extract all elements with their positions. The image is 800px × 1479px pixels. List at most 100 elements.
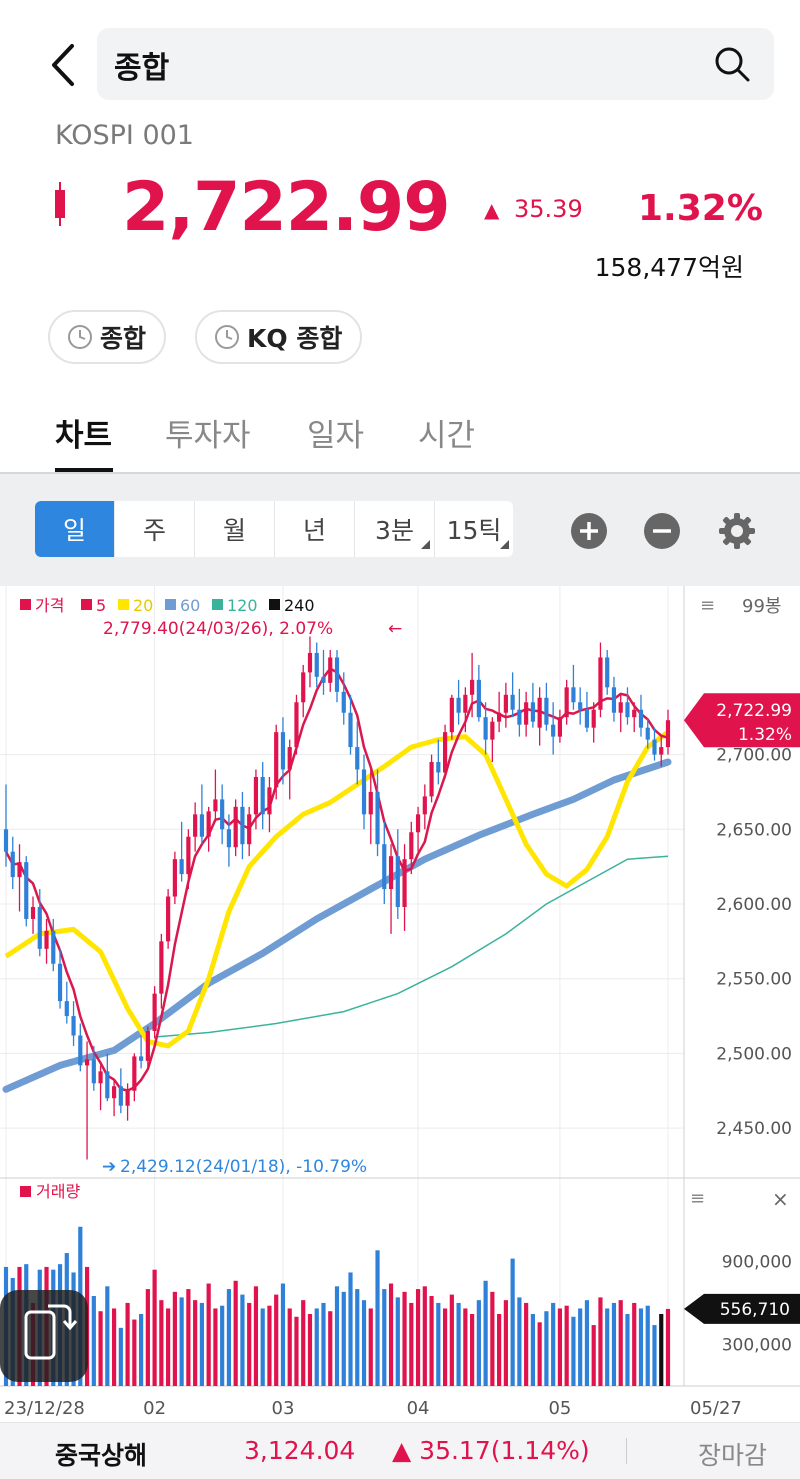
search-input[interactable]: 종합 [114,51,170,86]
candle [429,754,434,803]
candle [51,918,56,972]
period-label: 3분 [375,516,414,545]
candle-body [24,862,29,919]
candle-body [436,762,441,773]
legend-swatch [118,599,129,610]
candle [665,709,671,755]
volume-bar [274,1294,279,1386]
candle-body [233,806,238,848]
candle [186,829,191,890]
market-status: 장마감 [698,1441,768,1470]
volume-bar [483,1280,488,1386]
volume-bar [152,1269,157,1386]
period-3min[interactable]: 3분 [355,501,435,557]
quick-link-label: KQ 종합 [247,324,343,353]
period-week[interactable]: 주 [115,501,195,557]
candle [287,739,292,800]
candle [98,1065,103,1111]
candle-body [57,963,63,1002]
candle-body [287,747,292,770]
search-icon[interactable] [712,44,752,84]
period-label: 주 [142,516,166,545]
volume-bar [652,1325,657,1386]
price-chart[interactable]: 가격 5 20 60 120 240 ≡ 99봉 2,779.40(24/03/26), … [0,586,800,1422]
search-box[interactable]: 종합 [97,28,774,100]
legend-label: 20 [133,596,153,615]
menu-icon[interactable]: ≡ [700,595,715,616]
rotate-screen-button[interactable] [0,1290,88,1382]
volume-axis-ticks: 900,000 300,000 [722,1252,792,1355]
tab-chart[interactable]: 차트 [55,418,113,454]
quick-link-kosdaq[interactable]: KQ 종합 [195,310,363,364]
period-15tick[interactable]: 15틱 [435,501,513,557]
volume-bar [314,1308,319,1386]
candle [611,676,617,722]
candle-body [632,709,637,718]
volume-bar [206,1283,211,1386]
low-annotation: 2,429.12(24/01/18), -10.79% [120,1157,367,1177]
tab-investor[interactable]: 투자자 [165,418,251,454]
volume-bar [233,1280,238,1386]
volume-label: 거래량 [36,1182,80,1201]
zoom-in-icon[interactable] [570,512,608,550]
candle-body [348,712,353,748]
candle-body [483,717,488,740]
volume-bar [611,1302,617,1386]
volume-bar [361,1300,367,1386]
menu-icon[interactable]: ≡ [690,1188,705,1209]
candle [172,851,177,904]
period-selector: 일 주 월 년 3분 15틱 [35,501,513,557]
quick-link-kospi[interactable]: 종합 [48,310,167,364]
back-button[interactable] [40,40,90,90]
candle [247,806,252,857]
candle-body [557,717,563,737]
candle [341,672,346,725]
candle [301,664,306,718]
candle-body [375,791,380,845]
gear-icon[interactable] [718,512,756,550]
candle-body [179,859,184,875]
candle [537,687,542,746]
candle-body [199,814,204,837]
close-icon[interactable]: × [772,1187,789,1211]
ticker-value: 3,124.04 [244,1436,356,1465]
candle-body [490,721,495,740]
candle [179,821,184,882]
volume-bar [456,1302,461,1386]
candle [348,694,353,755]
bottom-ticker-bar[interactable] [0,1422,800,1479]
high-annotation: 2,779.40(24/03/26), 2.07% [103,619,333,639]
candle [240,791,245,860]
y-tick-label: 2,450.00 [716,1119,792,1139]
candle-body [206,811,211,837]
x-tick-label: 02 [143,1398,166,1419]
volume-bar [571,1316,576,1386]
candle-body [17,862,22,878]
candle [57,948,63,1009]
period-day[interactable]: 일 [35,501,115,557]
volume-bar [348,1272,353,1386]
candle [64,981,69,1024]
candle-body [247,814,252,845]
candle [375,769,380,857]
period-year[interactable]: 년 [275,501,355,557]
volume-bar [510,1258,515,1386]
period-month[interactable]: 월 [195,501,275,557]
candle-body [611,687,617,713]
quick-link-label: 종합 [100,324,147,353]
tab-daily[interactable]: 일자 [307,418,365,454]
candle [659,736,664,767]
candle [361,754,367,830]
candle-body [524,702,529,725]
candle-body [510,694,515,710]
zoom-out-icon[interactable] [643,512,681,550]
period-label: 월 [222,516,246,545]
tab-time[interactable]: 시간 [418,418,476,454]
candle-body [78,1035,83,1066]
candle [652,727,657,761]
candle-body [91,1059,96,1084]
ma120-line [154,855,669,1038]
candle [17,844,22,912]
current-volume-tag: 556,710 [684,1293,800,1324]
volume-bar [557,1308,563,1386]
